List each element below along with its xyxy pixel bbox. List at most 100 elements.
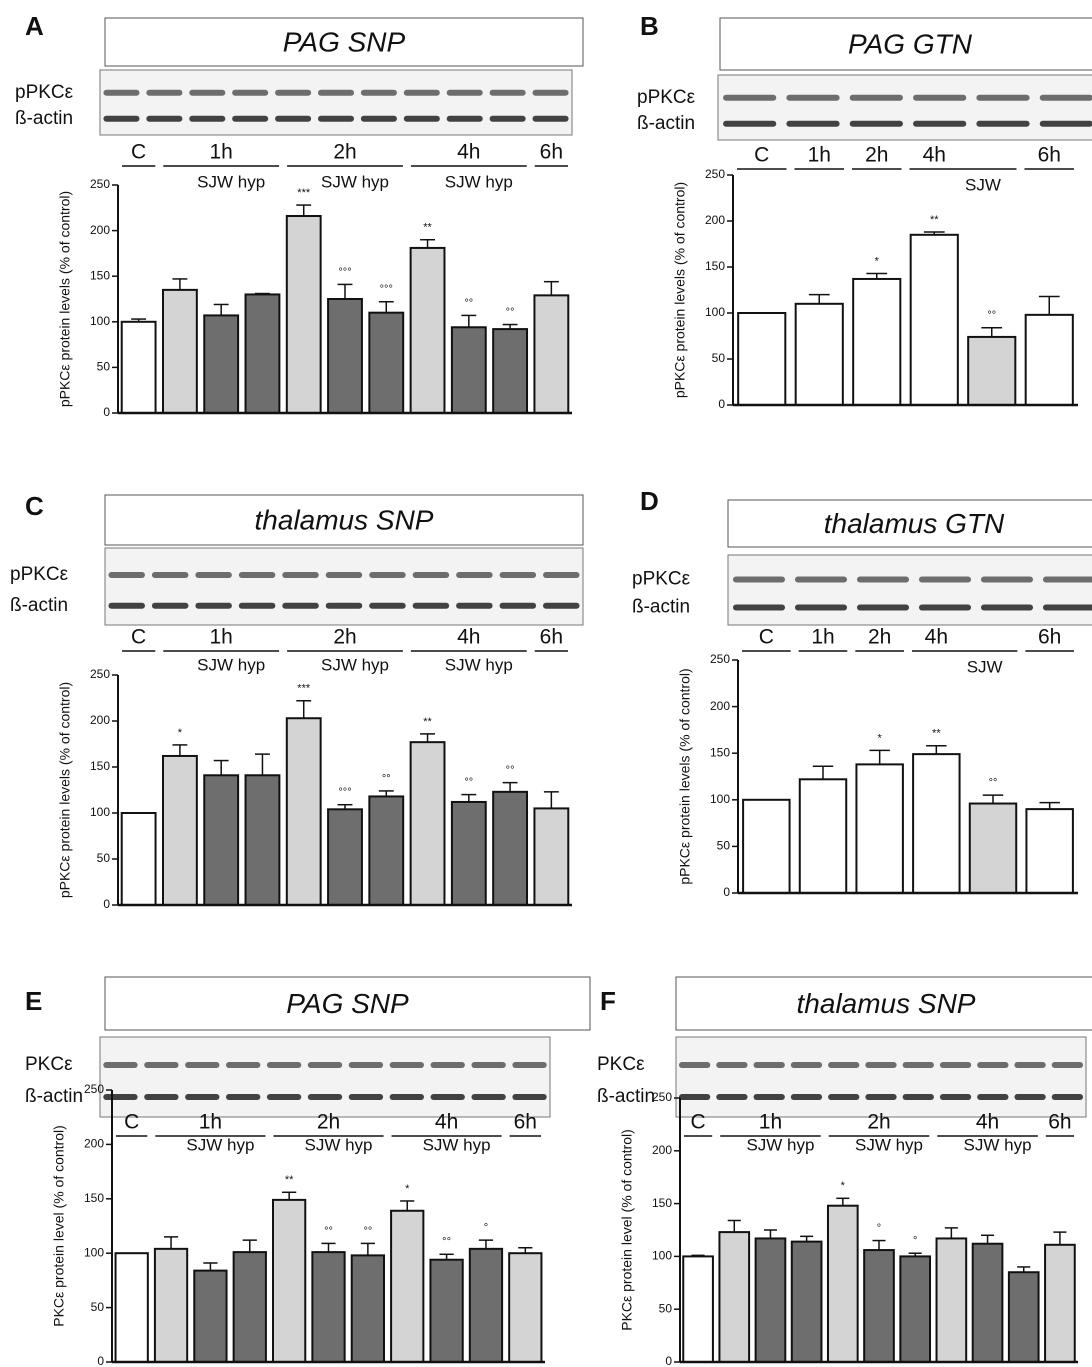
y-tick-label: 100: [705, 305, 725, 319]
panel-letter: D: [640, 486, 659, 516]
blot-band: [195, 572, 232, 578]
blot-band: [189, 90, 225, 96]
bar: [155, 1249, 187, 1362]
group-sublabel: SJW hyp: [855, 1135, 923, 1154]
blot-band: [103, 1094, 137, 1100]
y-tick-label: 250: [705, 167, 725, 181]
bar: [1045, 1245, 1075, 1362]
significance-mark: °°: [989, 777, 998, 789]
time-label: 1h: [210, 626, 233, 649]
blot-band: [390, 1094, 424, 1100]
time-label: 2h: [317, 1111, 340, 1134]
blot-band: [543, 603, 580, 609]
blot-band: [447, 90, 483, 96]
chart-title: PAG GTN: [848, 28, 973, 59]
blot-band: [404, 116, 440, 122]
blot-row-label: PKCε: [25, 1054, 73, 1075]
bar: [493, 329, 527, 413]
panel-letter: E: [25, 986, 42, 1016]
blot-band: [185, 1094, 219, 1100]
time-label: 1h: [808, 144, 831, 167]
blot-band: [318, 90, 354, 96]
blot-band: [977, 1062, 1008, 1068]
blot-band: [791, 1094, 822, 1100]
panel-letter: B: [640, 11, 659, 41]
group-sublabel: SJW hyp: [197, 172, 265, 191]
time-label: C: [131, 626, 146, 649]
bar: [973, 1244, 1003, 1362]
y-tick-label: 50: [97, 851, 111, 865]
blot-band: [1043, 577, 1092, 583]
blot-band: [857, 605, 909, 611]
time-label: 2h: [867, 1111, 890, 1134]
significance-mark: **: [930, 214, 939, 226]
time-label: 4h: [435, 1111, 458, 1134]
y-axis-label: PKCε protein level (% of control): [619, 1129, 635, 1331]
bar: [116, 1253, 148, 1362]
bar: [828, 1206, 858, 1362]
panel-letter: A: [25, 11, 44, 41]
blot-band: [447, 116, 483, 122]
bar: [452, 327, 486, 413]
page: APAG SNPpPKCεß-actinC1hSJW hyp2hSJW hyp4…: [0, 0, 1092, 1367]
blot-band: [326, 603, 363, 609]
time-label: 6h: [540, 141, 563, 164]
y-tick-label: 0: [97, 1354, 104, 1367]
group-sublabel: SJW: [967, 657, 1003, 676]
bar: [204, 315, 238, 413]
blot-band: [795, 605, 847, 611]
blot-row-label: ß-actin: [637, 113, 695, 134]
blot-band: [144, 1062, 178, 1068]
significance-mark: °°: [324, 1225, 333, 1237]
blot-band: [431, 1062, 465, 1068]
y-tick-label: 50: [717, 839, 731, 853]
bar: [509, 1253, 541, 1362]
blot-band: [786, 121, 839, 127]
bar: [719, 1232, 749, 1362]
blot-band: [282, 572, 319, 578]
bar: [913, 754, 959, 893]
blot-band: [390, 1062, 424, 1068]
bar: [970, 804, 1016, 893]
y-tick-label: 50: [91, 1300, 105, 1314]
blot-band: [981, 577, 1033, 583]
blot-band: [754, 1094, 785, 1100]
blot-frame: [676, 1037, 1086, 1117]
chart-title: PAG SNP: [283, 26, 406, 57]
y-tick-label: 0: [723, 885, 730, 899]
significance-mark: °°: [442, 1236, 451, 1248]
blot-band: [103, 1062, 137, 1068]
blot-band: [976, 95, 1029, 101]
blot-band: [108, 603, 145, 609]
bar: [864, 1250, 894, 1362]
bar: [856, 764, 902, 893]
significance-mark: *: [405, 1183, 410, 1195]
bar: [204, 775, 238, 905]
blot-row-label: pPKCε: [15, 82, 74, 103]
bar: [163, 756, 197, 905]
blot-row-label: ß-actin: [597, 1086, 655, 1107]
blot-band: [232, 90, 268, 96]
bar: [756, 1238, 786, 1362]
group-sublabel: SJW: [965, 175, 1001, 194]
blot-band: [850, 121, 903, 127]
chart-title: thalamus SNP: [255, 504, 434, 535]
significance-mark: °°: [506, 765, 515, 777]
blot-band: [903, 1094, 934, 1100]
significance-mark: °°: [363, 1225, 372, 1237]
time-label: C: [124, 1111, 139, 1134]
blot-row-label: pPKCε: [632, 569, 691, 590]
bar: [430, 1260, 462, 1362]
time-label: C: [691, 1111, 706, 1134]
chart-title: thalamus GTN: [824, 508, 1005, 539]
bar: [900, 1256, 930, 1362]
blot-band: [103, 116, 139, 122]
blot-band: [239, 572, 276, 578]
blot-band: [1043, 605, 1092, 611]
y-tick-label: 100: [652, 1249, 672, 1263]
bar: [796, 304, 843, 405]
group-sublabel: SJW hyp: [964, 1135, 1032, 1154]
significance-mark: °°°: [338, 266, 351, 278]
blot-band: [865, 1062, 896, 1068]
